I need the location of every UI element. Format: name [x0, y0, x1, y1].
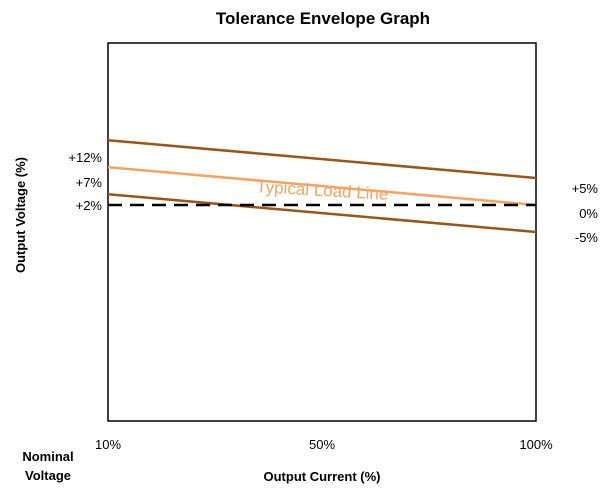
right-label-3: -5%: [575, 230, 599, 245]
typical-load-line: [107, 165, 537, 207]
corner-label-line2: Voltage: [25, 468, 71, 483]
y-axis-title: Output Voltage (%): [13, 157, 28, 273]
left-label-3: +2%: [76, 198, 103, 213]
chart-title: Tolerance Envelope Graph: [216, 9, 430, 28]
right-label-2: 0%: [579, 206, 598, 221]
x-tick-50: 50%: [309, 437, 335, 452]
right-label-1: +5%: [572, 181, 599, 196]
plot-area: [107, 42, 537, 422]
upper-limit-line: [107, 138, 537, 180]
x-axis-title: Output Current (%): [264, 469, 381, 484]
series-layer: [107, 138, 537, 234]
left-label-1: +12%: [68, 150, 102, 165]
corner-label-line1: Nominal: [22, 449, 73, 464]
left-label-2: +7%: [76, 175, 103, 190]
lower-limit-line: [107, 192, 537, 234]
x-tick-100: 100%: [519, 437, 553, 452]
x-tick-10: 10%: [95, 437, 121, 452]
